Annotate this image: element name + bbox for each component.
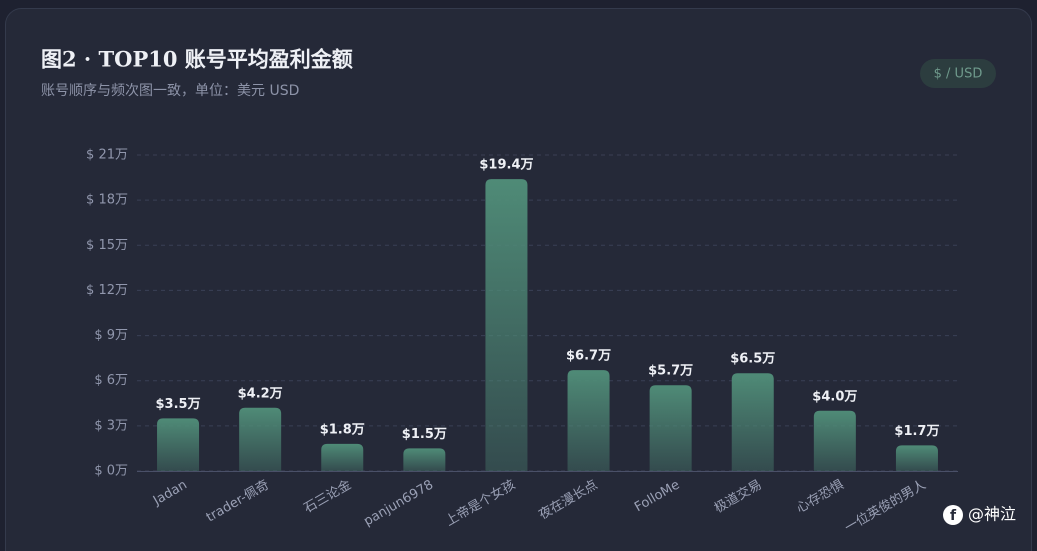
y-tick-label: $ 12万 — [86, 283, 128, 298]
unit-badge-bg — [920, 59, 996, 88]
bar — [649, 385, 692, 471]
value-label: $6.5万 — [730, 352, 775, 367]
y-tick-label: $ 3万 — [94, 418, 128, 433]
unit-badge: $ / USD — [934, 67, 983, 82]
value-label: $1.5万 — [402, 427, 447, 442]
bar — [239, 407, 282, 471]
watermark: @神泣 — [968, 505, 1016, 524]
bar — [485, 179, 528, 472]
y-tick-label: $ 9万 — [94, 328, 128, 343]
chart-subtitle: 账号顺序与频次图一致，单位：美元 USD — [41, 83, 299, 99]
value-label: $19.4万 — [479, 158, 533, 173]
bar — [895, 445, 938, 471]
value-label: $5.7万 — [648, 364, 693, 379]
value-label: $1.7万 — [894, 424, 939, 439]
bar — [567, 370, 610, 471]
y-tick-label: $ 21万 — [86, 148, 128, 163]
value-label: $6.7万 — [566, 349, 611, 364]
value-label: $1.8万 — [320, 422, 365, 437]
bar — [321, 443, 364, 471]
bar — [157, 418, 200, 471]
y-tick-label: $ 18万 — [86, 193, 128, 208]
value-label: $3.5万 — [156, 397, 201, 412]
watermark-icon-glyph: f — [950, 508, 957, 524]
bar — [403, 448, 446, 471]
y-tick-label: $ 0万 — [94, 464, 128, 479]
bar — [813, 410, 856, 471]
watermark-icon — [943, 505, 963, 525]
bar — [731, 373, 774, 471]
value-label: $4.0万 — [812, 389, 857, 404]
y-tick-label: $ 6万 — [94, 373, 128, 388]
value-label: $4.2万 — [238, 386, 283, 401]
y-tick-label: $ 15万 — [86, 238, 128, 253]
chart-title: 图2 · TOP10 账号平均盈利金额 — [41, 47, 353, 72]
